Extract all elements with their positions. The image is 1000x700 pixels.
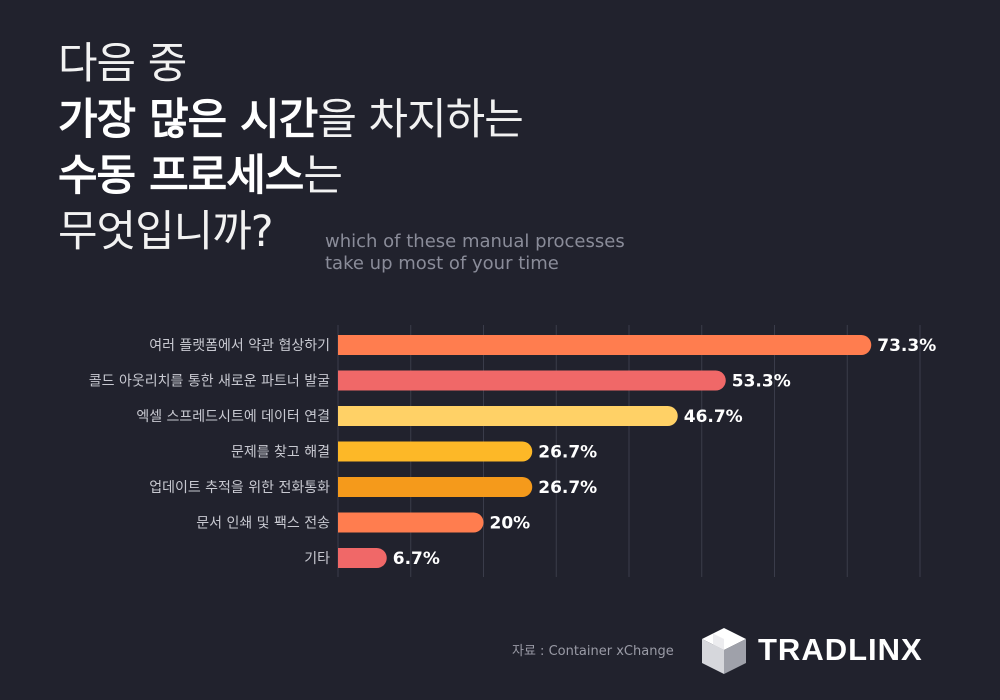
bar	[338, 406, 678, 426]
category-label: 문제를 찾고 해결	[231, 445, 330, 461]
category-label: 기타	[304, 551, 330, 567]
title-line-3-rest: 는	[303, 151, 343, 201]
bar	[338, 335, 872, 355]
title-line-3: 수동 프로세스는	[58, 148, 523, 204]
category-label: 문서 인쇄 및 팩스 전송	[196, 516, 330, 532]
value-label: 6.7%	[393, 549, 440, 569]
category-label: 콜드 아웃리치를 통한 새로운 파트너 발굴	[89, 374, 330, 390]
chart-bars: 여러 플랫폼에서 약관 협상하기 73.3% 콜드 아웃리치를 통한 새로운 파트너…	[89, 335, 936, 569]
subtitle: which of these manual processes take up …	[325, 231, 625, 275]
value-label: 26.7%	[538, 443, 597, 463]
bar	[338, 512, 484, 533]
title-line-3-bold: 수동 프로세스	[58, 151, 304, 201]
value-label: 26.7%	[538, 478, 597, 498]
title-line-2: 가장 많은 시간을 차지하는	[58, 92, 524, 148]
source-note: 자료 : Container xChange	[512, 644, 674, 659]
cube-logo-icon	[702, 628, 746, 674]
title-block: 다음 중 가장 많은 시간을 차지하는 수동 프로세스는 무엇입니까?	[58, 36, 524, 260]
title-line-2-bold: 가장 많은 시간	[58, 95, 318, 145]
bar	[338, 441, 533, 462]
subtitle-line-1: which of these manual processes	[325, 231, 625, 252]
tradlinx-logo: TRADLINX	[698, 624, 958, 676]
logo-text: TRADLINX	[758, 632, 923, 667]
bar	[338, 370, 726, 391]
subtitle-line-2: take up most of your time	[325, 253, 559, 274]
title-line-1: 다음 중	[58, 39, 187, 89]
value-label: 53.3%	[732, 372, 791, 392]
title-line-2-rest: 을 차지하는	[317, 95, 523, 145]
category-label: 엑셀 스프레드시트에 데이터 연결	[136, 409, 330, 425]
bar	[338, 477, 533, 497]
value-label: 46.7%	[684, 407, 743, 427]
title-line-4: 무엇입니까?	[58, 207, 274, 257]
value-label: 73.3%	[877, 336, 936, 356]
category-label: 업데이트 추적을 위한 전화통화	[149, 480, 330, 496]
bar	[338, 548, 387, 568]
value-label: 20%	[490, 514, 531, 534]
category-label: 여러 플랫폼에서 약관 협상하기	[149, 338, 330, 354]
